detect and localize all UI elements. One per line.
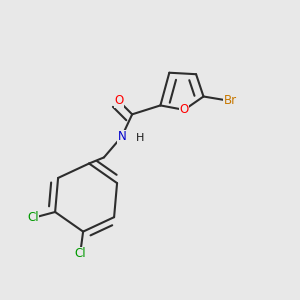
Text: Cl: Cl <box>27 212 39 224</box>
Text: Br: Br <box>224 94 237 107</box>
Text: H: H <box>135 133 144 143</box>
Text: Cl: Cl <box>74 248 86 260</box>
Text: O: O <box>180 103 189 116</box>
Text: O: O <box>114 94 123 107</box>
Text: N: N <box>117 130 126 143</box>
